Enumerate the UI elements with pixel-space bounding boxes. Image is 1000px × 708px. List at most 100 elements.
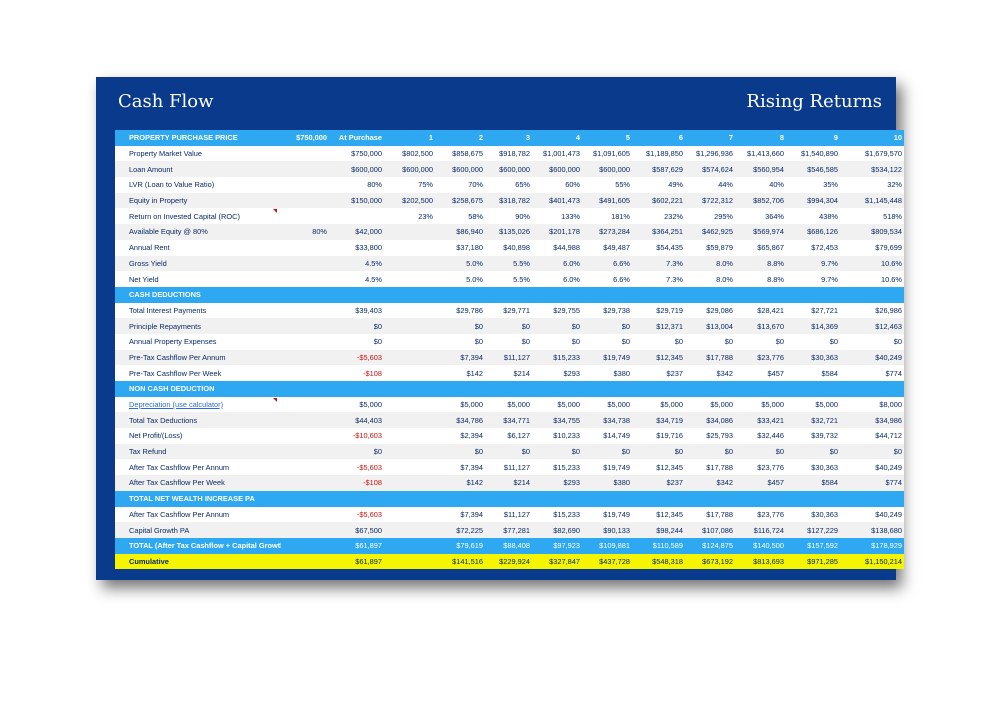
year-value: $40,898 [485, 240, 532, 256]
year-value: $293 [532, 475, 582, 491]
year-value: $229,924 [485, 554, 532, 570]
row-extra [281, 161, 329, 177]
header-label: PROPERTY PURCHASE PRICE [115, 130, 281, 146]
year-value: $11,127 [485, 459, 532, 475]
year-value [384, 397, 435, 413]
year-value: $1,413,660 [735, 146, 786, 162]
year-value: 32% [840, 177, 904, 193]
year-value: $26,986 [840, 303, 904, 319]
table-row: Total Tax Deductions $44,403 $34,786 $34,77… [115, 412, 904, 428]
depreciation-calculator-link[interactable]: Depreciation (use calculator) [115, 397, 281, 413]
at-purchase-value: -$108 [329, 365, 384, 381]
at-purchase-value: $39,403 [329, 303, 384, 319]
page-title: Cash Flow [118, 91, 214, 112]
year-value: $77,281 [485, 522, 532, 538]
year-value: $14,369 [786, 318, 840, 334]
year-value: $157,592 [786, 538, 840, 554]
year-value: 23% [384, 208, 435, 224]
at-purchase-value: -$5,603 [329, 459, 384, 475]
year-value: $0 [485, 318, 532, 334]
year-value: $0 [685, 334, 735, 350]
year-value: $39,732 [786, 428, 840, 444]
table-row: LVR (Loan to Value Ratio) 80% 75% 70% 65% 60%… [115, 177, 904, 193]
year-value: $1,540,890 [786, 146, 840, 162]
year-value: 70% [435, 177, 485, 193]
row-label: LVR (Loan to Value Ratio) [115, 177, 281, 193]
year-value: $135,026 [485, 224, 532, 240]
table-row: Loan Amount $600,000 $600,000 $600,000 $600,… [115, 161, 904, 177]
year-value: $1,150,214 [840, 554, 904, 570]
year-value: $802,500 [384, 146, 435, 162]
year-value: $11,127 [485, 350, 532, 366]
table-row: Annual Property Expenses $0 $0 $0 $0 $0 $0 $0 $0… [115, 334, 904, 350]
year-value: $722,312 [685, 193, 735, 209]
brand-title: Rising Returns [746, 91, 882, 112]
year-value: 65% [485, 177, 532, 193]
row-label: Return on Invested Capital (ROC) [115, 208, 281, 224]
year-value [384, 412, 435, 428]
year-value [384, 224, 435, 240]
row-label: TOTAL (After Tax Cashflow + Capital Grow… [115, 538, 281, 554]
year-value: $127,229 [786, 522, 840, 538]
year-value: $5,000 [735, 397, 786, 413]
year-value: $23,776 [735, 507, 786, 523]
year-value: $587,629 [632, 161, 685, 177]
year-value: 44% [685, 177, 735, 193]
year-value: $29,771 [485, 303, 532, 319]
year-value: $0 [685, 444, 735, 460]
table-row: Return on Invested Capital (ROC) 23% 58% 90… [115, 208, 904, 224]
year-value: $13,670 [735, 318, 786, 334]
year-value: $29,786 [435, 303, 485, 319]
year-value: $72,453 [786, 240, 840, 256]
year-value: $600,000 [485, 161, 532, 177]
year-value: $7,394 [435, 507, 485, 523]
header-year-1: 1 [384, 130, 435, 146]
year-value: $5,000 [582, 397, 632, 413]
year-value [384, 507, 435, 523]
year-value: $202,500 [384, 193, 435, 209]
year-value: $29,755 [532, 303, 582, 319]
year-value: $0 [840, 444, 904, 460]
year-value: $600,000 [532, 161, 582, 177]
year-value: 6.6% [582, 271, 632, 287]
table-row: Principle Repayments $0 $0 $0 $0 $0 $12,371 $13… [115, 318, 904, 334]
year-value: $994,304 [786, 193, 840, 209]
year-value: $5,000 [786, 397, 840, 413]
row-label: Equity in Property [115, 193, 281, 209]
at-purchase-value: $44,403 [329, 412, 384, 428]
year-value: 5.5% [485, 256, 532, 272]
year-value: $0 [485, 444, 532, 460]
table-row: Net Profit/(Loss) -$10,603 $2,394 $6,127 $10… [115, 428, 904, 444]
row-extra [281, 208, 329, 224]
at-purchase-value: $0 [329, 318, 384, 334]
year-value: $32,446 [735, 428, 786, 444]
year-value: $12,345 [632, 459, 685, 475]
year-value: $214 [485, 365, 532, 381]
year-value: $237 [632, 365, 685, 381]
row-label: After Tax Cashflow Per Annum [115, 507, 281, 523]
year-value: $0 [435, 444, 485, 460]
year-value: $49,487 [582, 240, 632, 256]
year-value: 60% [532, 177, 582, 193]
year-value: $19,749 [582, 459, 632, 475]
row-extra [281, 271, 329, 287]
year-value: $17,788 [685, 350, 735, 366]
year-value: 90% [485, 208, 532, 224]
row-label: Principle Repayments [115, 318, 281, 334]
at-purchase-value: $150,000 [329, 193, 384, 209]
year-value: 295% [685, 208, 735, 224]
year-value: $44,712 [840, 428, 904, 444]
year-value: $97,923 [532, 538, 582, 554]
year-value: $237 [632, 475, 685, 491]
year-value: $201,178 [532, 224, 582, 240]
total-row: TOTAL (After Tax Cashflow + Capital Grow… [115, 538, 904, 554]
year-value: $457 [735, 365, 786, 381]
year-value: $10,233 [532, 428, 582, 444]
section-header: CASH DEDUCTIONS [115, 287, 904, 303]
year-value: $258,675 [435, 193, 485, 209]
section-header: NON CASH DEDUCTION [115, 381, 904, 397]
year-value: $25,793 [685, 428, 735, 444]
year-value: $6,127 [485, 428, 532, 444]
year-value [384, 350, 435, 366]
row-extra [281, 412, 329, 428]
